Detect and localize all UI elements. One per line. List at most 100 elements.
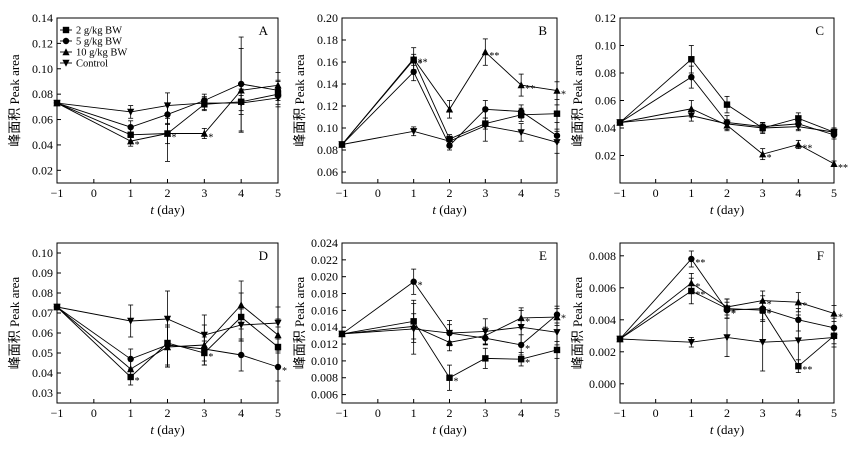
x-axis-title: t (day) <box>710 202 744 217</box>
x-tick-label: 2 <box>165 406 171 420</box>
significance-label: * <box>767 300 772 311</box>
series-3: ** ** <box>616 272 843 343</box>
data-point <box>274 94 282 102</box>
x-tick-label: 3 <box>201 186 207 200</box>
x-tick-label: 1 <box>688 186 694 200</box>
data-point <box>127 123 134 131</box>
data-point <box>830 334 838 342</box>
series-line <box>56 93 279 136</box>
x-tick-label: 4 <box>795 186 801 200</box>
x-tick-label: 2 <box>447 186 453 200</box>
data-point <box>410 68 417 76</box>
x-axis-title-var: t <box>710 422 714 437</box>
series-4 <box>53 91 282 119</box>
series-4 <box>53 290 282 356</box>
y-tick-label: 0.12 <box>32 36 53 50</box>
y-tick-label: 0.05 <box>32 346 53 360</box>
data-point <box>687 339 695 346</box>
panel-letter: F <box>817 248 824 263</box>
x-axis-title-var: t <box>150 202 154 217</box>
data-point <box>482 355 489 362</box>
series-line <box>619 108 835 165</box>
x-tick-label: 2 <box>165 186 171 200</box>
x-axis-title-unit: (day) <box>154 422 185 437</box>
x-tick-label: 3 <box>201 406 207 420</box>
x-axis-title-unit: (day) <box>436 202 467 217</box>
y-tick-label: 0.014 <box>311 320 338 334</box>
x-tick-label: 0 <box>375 406 381 420</box>
y-tick-label: 0.03 <box>32 386 53 400</box>
x-tick-label: 3 <box>760 406 766 420</box>
x-tick-label: 0 <box>653 186 659 200</box>
legend-marker <box>62 26 70 34</box>
significance-label: ** <box>802 365 812 376</box>
data-point <box>127 355 134 363</box>
x-tick-label: 5 <box>275 186 281 200</box>
y-tick-label: 0.010 <box>311 354 338 368</box>
series-line <box>341 125 558 145</box>
data-point <box>445 105 454 113</box>
x-tick-label: 1 <box>411 406 417 420</box>
x-axis-title: t (day) <box>432 422 466 437</box>
y-tick-label: 0.006 <box>589 281 616 295</box>
y-tick-label: 0.06 <box>317 165 338 179</box>
series-line <box>56 304 279 370</box>
series-line <box>619 336 835 343</box>
y-tick-label: 0.008 <box>311 371 338 385</box>
significance-label: ** <box>838 163 848 174</box>
data-point <box>53 303 61 311</box>
data-point <box>517 341 525 349</box>
data-point <box>274 81 282 89</box>
significance-label: * <box>418 59 423 70</box>
y-tick-label: 0.012 <box>311 337 338 351</box>
series-line <box>56 306 279 368</box>
panel-b: −1 0 1 2 3 4 5 0.06 0.08 0.10 0.12 0.14 0.16 0.18 0.20… <box>292 11 566 217</box>
data-point <box>237 351 245 359</box>
significance-label: * <box>731 309 736 320</box>
series-line <box>619 258 835 340</box>
data-point <box>517 81 525 89</box>
data-point <box>723 303 731 311</box>
y-tick-label: 0.12 <box>317 99 338 113</box>
y-tick-label: 0.004 <box>589 313 616 327</box>
significance-label: ** <box>525 84 535 95</box>
data-point <box>338 141 346 149</box>
significance-label: * <box>172 133 177 144</box>
y-axis-title: 峰面积 Peak area <box>292 277 307 370</box>
y-axis-title: 峰面积 Peak area <box>7 54 22 147</box>
data-point <box>688 56 695 63</box>
panel-letter: B <box>538 23 547 38</box>
significance-label: * <box>767 309 772 320</box>
x-axis-title-unit: (day) <box>436 422 467 437</box>
y-tick-label: 0.08 <box>32 87 53 101</box>
x-axis-title-var: t <box>432 202 436 217</box>
significance-label: * <box>418 281 423 292</box>
panel-letter: E <box>539 248 547 263</box>
data-point <box>794 337 802 345</box>
data-point <box>759 296 767 304</box>
legend-marker <box>62 48 70 56</box>
data-point <box>687 279 695 287</box>
x-tick-label: 5 <box>554 406 560 420</box>
series-line <box>56 83 279 128</box>
series-line <box>341 320 558 379</box>
data-point <box>410 128 418 136</box>
legend-label: 10 g/kg BW <box>76 48 127 59</box>
significance-label: * <box>208 133 213 144</box>
x-tick-label: 0 <box>653 406 659 420</box>
series-3: ***** <box>616 100 848 174</box>
series-line <box>619 76 835 136</box>
significance-label: ** <box>418 58 428 69</box>
data-point <box>200 129 208 137</box>
y-tick-label: 0.08 <box>32 286 53 300</box>
data-point <box>723 120 731 128</box>
y-tick-label: 0.04 <box>595 121 616 135</box>
data-point <box>127 137 135 145</box>
data-point <box>274 363 282 371</box>
significance-label: * <box>561 314 566 325</box>
x-tick-label: 5 <box>554 186 560 200</box>
y-tick-label: 0.022 <box>311 253 338 267</box>
x-tick-label: −1 <box>614 406 627 420</box>
x-tick-label: 1 <box>128 186 134 200</box>
data-point <box>481 48 489 56</box>
